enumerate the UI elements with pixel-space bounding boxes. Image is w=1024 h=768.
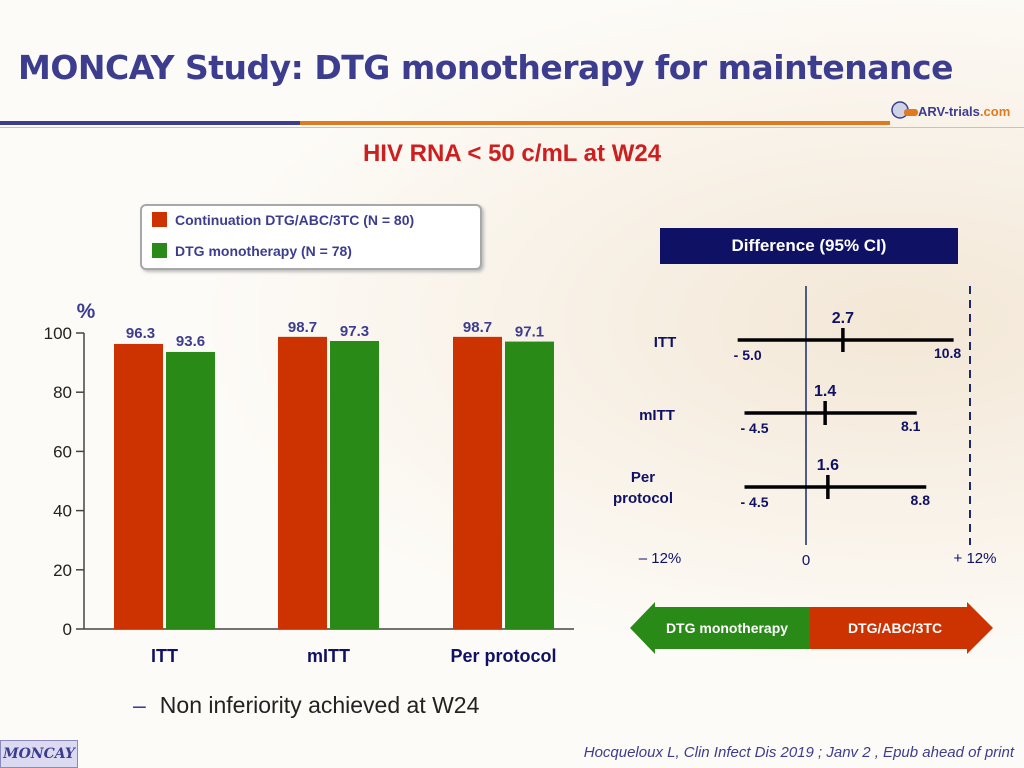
bar-data-label: 93.6 — [176, 333, 205, 350]
legend-item-continuation: Continuation DTG/ABC/3TC (N = 80) — [152, 212, 414, 228]
arrow-left-green — [630, 602, 810, 654]
bar-data-label: 97.1 — [515, 324, 544, 341]
row-label: mITT — [639, 407, 675, 424]
x-category-label: Per protocol — [450, 646, 556, 666]
difference-header: Difference (95% CI) — [660, 228, 958, 264]
bar-data-label: 97.3 — [340, 323, 369, 340]
x-tick-label: – 12% — [639, 550, 682, 567]
row-label: Per — [631, 469, 655, 486]
y-tick-label: 80 — [53, 383, 72, 402]
page-title: MONCAY Study: DTG monotherapy for mainte… — [18, 48, 953, 87]
citation: Hocqueloux L, Clin Infect Dis 2019 ; Jan… — [583, 744, 1014, 761]
study-tag: MONCAY — [0, 740, 78, 768]
title-rule-thin — [0, 127, 1024, 128]
x-category-label: ITT — [151, 646, 178, 666]
legend-swatch-red — [152, 212, 167, 227]
conclusion-bullet: – Non inferiority achieved at W24 — [133, 692, 479, 719]
legend-item-monotherapy: DTG monotherapy (N = 78) — [152, 243, 352, 259]
bar-per-protocol-continuation — [453, 336, 502, 629]
estimate-label: 1.4 — [814, 383, 836, 400]
logo-suffix: .com — [979, 104, 1011, 119]
bullet-dash: – — [133, 692, 146, 718]
row-label: protocol — [613, 490, 673, 507]
ci-upper-label: 10.8 — [934, 345, 961, 361]
bar-mitt-monotherapy — [330, 340, 379, 629]
logo-main: ARV-trials — [918, 104, 980, 119]
chart-subtitle: HIV RNA < 50 c/mL at W24 — [362, 140, 662, 167]
arrow-right-label: DTG/ABC/3TC — [848, 620, 942, 636]
x-category-label: mITT — [307, 646, 350, 666]
x-tick-label: 0 — [802, 552, 810, 569]
y-tick-label: 0 — [63, 620, 72, 639]
legend-label: Continuation DTG/ABC/3TC (N = 80) — [175, 212, 415, 228]
bar-mitt-continuation — [278, 336, 327, 629]
y-tick-label: 100 — [44, 324, 72, 343]
y-tick-label: 40 — [53, 502, 72, 521]
bar-data-label: 98.7 — [463, 319, 492, 336]
title-rule-blue — [0, 121, 300, 125]
legend-box: Continuation DTG/ABC/3TC (N = 80) DTG mo… — [140, 204, 482, 270]
logo-text: ARV-trials.com — [918, 104, 1010, 119]
bar-per-protocol-monotherapy — [505, 341, 554, 629]
ci-lower-label: - 4.5 — [740, 420, 768, 436]
y-tick-label: 60 — [53, 442, 72, 461]
ci-upper-label: 8.8 — [911, 492, 931, 508]
estimate-label: 2.7 — [832, 310, 854, 327]
arrow-right-red — [810, 602, 993, 654]
estimate-label: 1.6 — [817, 457, 839, 474]
bar-data-label: 96.3 — [126, 325, 155, 342]
ci-upper-label: 8.1 — [901, 418, 921, 434]
bar-data-label: 98.7 — [288, 319, 317, 336]
bar-itt-continuation — [114, 343, 163, 629]
ci-lower-label: - 5.0 — [734, 347, 762, 363]
legend-swatch-green — [152, 243, 167, 258]
arrow-left-label: DTG monotherapy — [666, 620, 788, 636]
bar-itt-monotherapy — [166, 351, 215, 629]
row-label: ITT — [654, 334, 677, 351]
title-rule-orange — [300, 121, 890, 125]
arv-trials-logo-icon — [891, 101, 918, 119]
ci-lower-label: - 4.5 — [740, 494, 768, 510]
x-tick-label: + 12% — [954, 550, 997, 567]
y-axis-label: % — [77, 300, 96, 323]
legend-label: DTG monotherapy (N = 78) — [175, 243, 352, 259]
y-tick-label: 20 — [53, 561, 72, 580]
bullet-text: Non inferiority achieved at W24 — [159, 692, 480, 718]
